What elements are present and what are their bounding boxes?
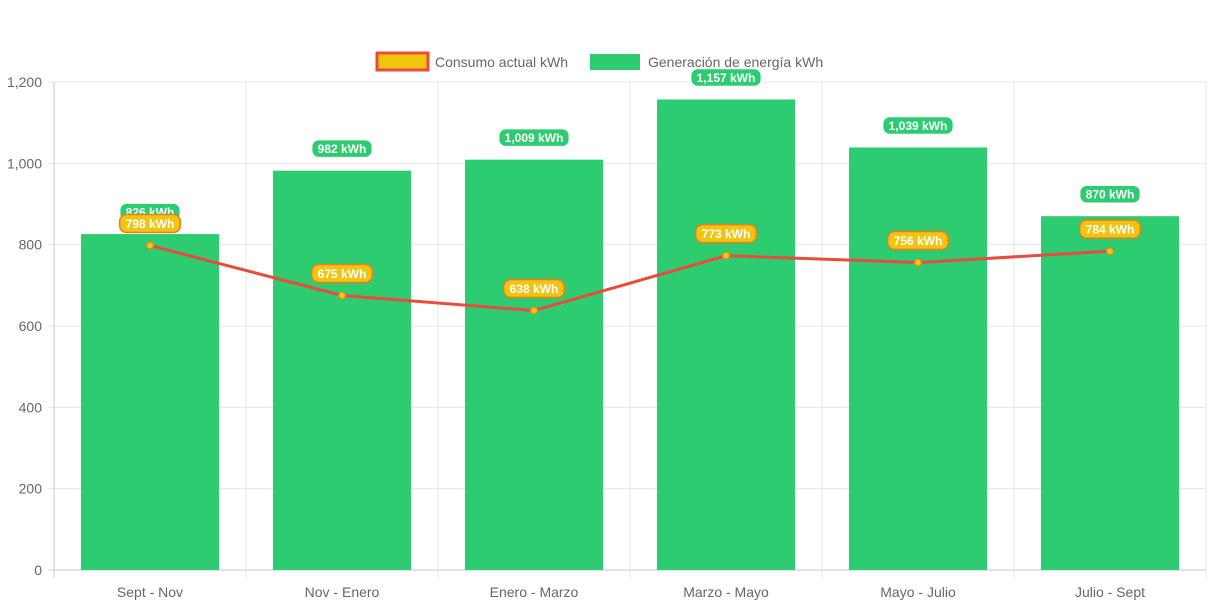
- legend-item-consumption[interactable]: Consumo actual kWh: [375, 51, 568, 72]
- consumption-data-label: 638 kWh: [502, 278, 566, 299]
- generation-data-label-text: 1,039 kWh: [889, 119, 948, 133]
- generation-data-label-text: 1,009 kWh: [505, 131, 564, 145]
- x-tick-label: Nov - Enero: [305, 584, 380, 600]
- consumption-data-label-box: [118, 213, 182, 234]
- y-tick-label: 400: [19, 399, 43, 415]
- generation-bar: [465, 159, 603, 570]
- generation-bar: [273, 170, 411, 571]
- legend-swatch-generation: [590, 54, 640, 70]
- consumption-data-label: 773 kWh: [694, 223, 758, 244]
- axes: 0 200 400 600 800 1,000 1,200 Sept - Nov Nov - E…: [7, 74, 1145, 600]
- consumption-data-label-box: [310, 263, 374, 284]
- x-tick-label: Julio - Sept: [1075, 584, 1145, 600]
- y-tick-label: 800: [19, 237, 43, 253]
- generation-data-label: 870 kWh: [1078, 184, 1142, 204]
- x-tick-label: Enero - Marzo: [490, 584, 579, 600]
- consumption-data-label-box: [1078, 219, 1142, 239]
- consumption-point: [1106, 247, 1114, 256]
- generation-data-label-box: [881, 115, 955, 136]
- consumption-data-label: 784 kWh: [1078, 219, 1142, 239]
- consumption-line-path: [149, 244, 1111, 313]
- y-tick-label: 200: [19, 481, 43, 497]
- consumption-point: [722, 251, 730, 260]
- consumption-data-label-text: 675 kWh: [318, 267, 367, 281]
- generation-data-label-box: [310, 138, 374, 159]
- consumption-point: [914, 258, 922, 267]
- y-tick-label: 600: [19, 318, 43, 334]
- y-tick-label: 1,200: [7, 74, 42, 90]
- generation-data-label-box: [1078, 184, 1142, 204]
- consumption-data-label-text: 638 kWh: [510, 282, 559, 296]
- generation-data-label: 1,157 kWh: [689, 67, 763, 88]
- y-tick-label: 1,000: [7, 155, 42, 171]
- consumption-data-label-box: [694, 223, 758, 244]
- consumption-data-label: 675 kWh: [310, 263, 374, 284]
- consumption-point: [146, 241, 154, 250]
- generation-bar: [1041, 216, 1179, 570]
- legend[interactable]: Consumo actual kWh Generación de energía …: [375, 51, 823, 72]
- consumption-data-label: 756 kWh: [886, 230, 950, 251]
- consumption-line: [146, 241, 1114, 315]
- x-tick-label: Mayo - Julio: [880, 584, 956, 600]
- consumption-data-label-box: [502, 278, 566, 299]
- y-tick-label: 0: [34, 562, 42, 578]
- x-tick-label: Marzo - Mayo: [683, 584, 769, 600]
- generation-bar: [849, 147, 987, 570]
- generation-data-label: 1,039 kWh: [881, 115, 955, 136]
- generation-data-label: 982 kWh: [310, 138, 374, 159]
- generation-data-label-text: 1,157 kWh: [697, 71, 756, 85]
- generation-bar: [657, 99, 795, 570]
- legend-label-generation: Generación de energía kWh: [648, 54, 823, 70]
- consumption-data-label-text: 798 kWh: [126, 217, 175, 231]
- consumption-data-label: 798 kWh: [118, 213, 182, 234]
- generation-data-label-text: 982 kWh: [318, 142, 367, 156]
- generation-bar: [81, 234, 219, 571]
- generation-data-label-box: [497, 127, 571, 148]
- grid: [48, 81, 1207, 578]
- generation-data-label-text: 870 kWh: [1086, 188, 1135, 202]
- consumption-point: [530, 306, 538, 315]
- consumption-point: [338, 291, 346, 300]
- legend-swatch-consumption: [375, 51, 430, 72]
- generation-data-label: 1,009 kWh: [497, 127, 571, 148]
- consumption-data-label-box: [886, 230, 950, 251]
- legend-label-consumption: Consumo actual kWh: [435, 54, 568, 70]
- legend-item-generation[interactable]: Generación de energía kWh: [590, 54, 823, 70]
- consumption-data-label-text: 773 kWh: [702, 227, 751, 241]
- generation-data-label-box: [689, 67, 763, 88]
- consumption-data-label-text: 784 kWh: [1086, 223, 1135, 237]
- x-tick-label: Sept - Nov: [117, 584, 183, 600]
- bars: [81, 99, 1179, 571]
- consumption-data-label-text: 756 kWh: [894, 234, 943, 248]
